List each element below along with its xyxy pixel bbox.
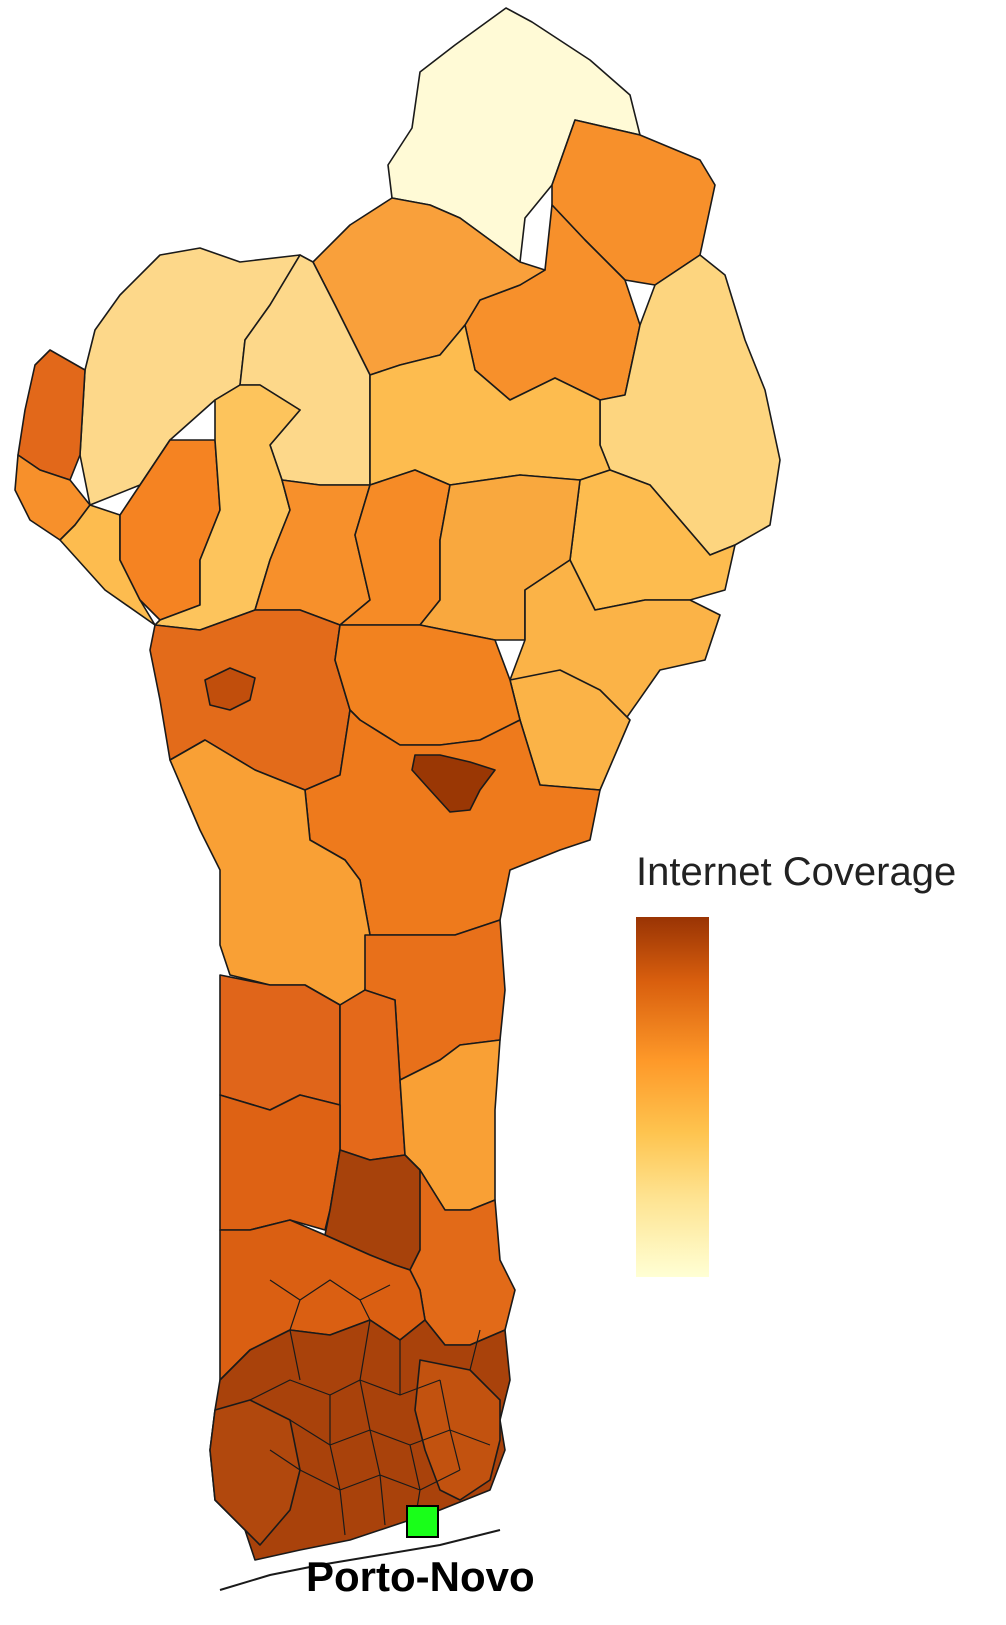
region-west-edge-upper [17, 349, 86, 481]
region-coast-west [209, 1399, 301, 1546]
capital-label: Porto-Novo [306, 1553, 535, 1600]
region-central-west-dot [204, 667, 256, 711]
region-coast-east [414, 1359, 501, 1501]
commune-boundaries [249, 1279, 491, 1536]
legend-color-bar [636, 917, 709, 1277]
region-south-west-1 [219, 974, 341, 1111]
coastline [219, 1529, 501, 1591]
region-south-west-2 [219, 1094, 341, 1231]
region-central-hotspot [411, 754, 496, 813]
capital-marker-icon [406, 1505, 439, 1538]
region-north-west-upper [79, 247, 301, 506]
region-south-mid-1 [339, 989, 406, 1161]
legend-title: Internet Coverage [636, 850, 957, 894]
